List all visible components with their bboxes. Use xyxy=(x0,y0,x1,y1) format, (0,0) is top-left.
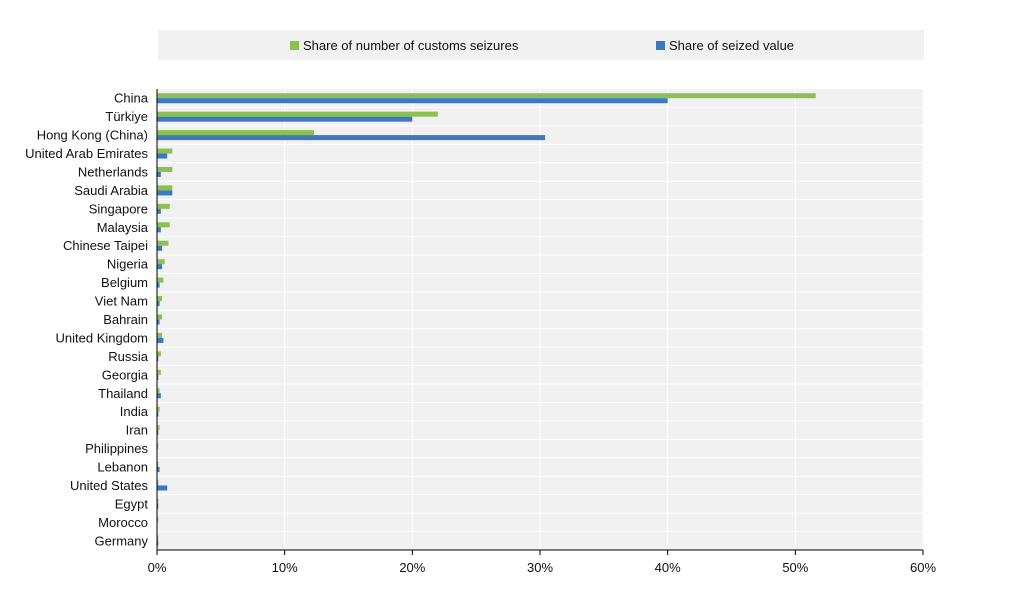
bar-seizures xyxy=(157,296,163,302)
category-label: Lebanon xyxy=(97,460,148,475)
category-label: Malaysia xyxy=(97,220,149,235)
bar-seizures xyxy=(157,240,169,246)
category-label: Bahrain xyxy=(103,312,148,327)
category-label: Türkiye xyxy=(105,109,148,124)
bar-seizures xyxy=(157,166,173,172)
bar-seizures xyxy=(157,111,438,117)
bar-value xyxy=(157,153,168,159)
legend-item-seizures: Share of number of customs seizures xyxy=(290,38,518,53)
category-label: Germany xyxy=(95,533,149,548)
bar-value xyxy=(157,411,159,417)
legend: Share of number of customs seizures Shar… xyxy=(158,30,924,60)
bar-seizures xyxy=(157,222,170,228)
category-label: Iran xyxy=(126,423,148,438)
legend-item-value: Share of seized value xyxy=(656,38,794,53)
category-label: Thailand xyxy=(98,386,148,401)
bar-seizures xyxy=(157,535,159,541)
category-label: Nigeria xyxy=(107,257,149,272)
bar-value xyxy=(157,503,159,509)
bar-value xyxy=(157,264,163,270)
legend-label-value: Share of seized value xyxy=(669,38,795,53)
bar-seizures xyxy=(157,443,159,449)
legend-label-seizures: Share of number of customs seizures xyxy=(303,38,519,53)
category-label: Viet Nam xyxy=(95,294,148,309)
category-label: Egypt xyxy=(115,496,149,511)
bar-seizures xyxy=(157,332,163,338)
bar-value xyxy=(157,98,668,104)
category-label: China xyxy=(114,91,149,106)
bar-value xyxy=(157,337,164,343)
category-label: United States xyxy=(70,478,149,493)
x-tick-label: 50% xyxy=(782,560,808,575)
bar-seizures xyxy=(157,93,816,99)
category-label: Netherlands xyxy=(78,164,149,179)
bar-seizures xyxy=(157,259,165,265)
bar-value xyxy=(157,282,160,288)
bar-value xyxy=(157,116,413,122)
x-tick-label: 20% xyxy=(399,560,425,575)
bar-seizures xyxy=(157,369,161,375)
x-tick-label: 0% xyxy=(148,560,167,575)
bar-value xyxy=(157,301,160,307)
bar-value xyxy=(157,227,161,233)
bar-seizures xyxy=(157,314,163,320)
category-label: Singapore xyxy=(89,201,148,216)
legend-swatch-value xyxy=(656,41,665,50)
bar-value xyxy=(157,467,160,473)
bar-value xyxy=(157,245,163,251)
category-label: United Arab Emirates xyxy=(25,146,148,161)
x-tick-label: 30% xyxy=(527,560,553,575)
bar-value xyxy=(157,208,161,214)
bar-value xyxy=(157,485,168,491)
bar-seizures xyxy=(157,406,160,412)
bar-value xyxy=(157,393,161,399)
category-label: Chinese Taipei xyxy=(63,238,148,253)
category-label: Morocco xyxy=(98,515,148,530)
legend-swatch-seizures xyxy=(290,41,299,50)
bar-value xyxy=(157,319,160,325)
category-label: United Kingdom xyxy=(56,330,149,345)
x-tick-label: 10% xyxy=(272,560,298,575)
category-label: Saudi Arabia xyxy=(74,183,148,198)
bar-seizures xyxy=(157,517,159,523)
bar-seizures xyxy=(157,185,173,191)
category-label: Hong Kong (China) xyxy=(37,128,148,143)
category-label: Belgium xyxy=(101,275,148,290)
bar-value xyxy=(157,374,159,380)
bar-seizures xyxy=(157,425,160,431)
bar-seizures xyxy=(157,480,159,486)
bar-value xyxy=(157,171,161,177)
bar-seizures xyxy=(157,388,160,394)
bar-seizures xyxy=(157,203,170,209)
bar-seizures xyxy=(157,462,159,468)
bar-value xyxy=(157,430,159,436)
bar-seizures xyxy=(157,498,159,504)
category-label: Russia xyxy=(108,349,149,364)
category-label: India xyxy=(120,404,149,419)
x-tick-label: 60% xyxy=(910,560,936,575)
bar-value xyxy=(157,135,546,141)
bar-seizures xyxy=(157,351,161,357)
category-label: Georgia xyxy=(102,367,149,382)
bar-seizures xyxy=(157,130,315,136)
category-label: Philippines xyxy=(85,441,148,456)
bar-value xyxy=(157,356,159,362)
bar-seizures xyxy=(157,148,173,154)
x-tick-label: 40% xyxy=(655,560,681,575)
bar-value xyxy=(157,540,159,546)
bar-seizures xyxy=(157,277,164,283)
bar-value xyxy=(157,190,173,196)
